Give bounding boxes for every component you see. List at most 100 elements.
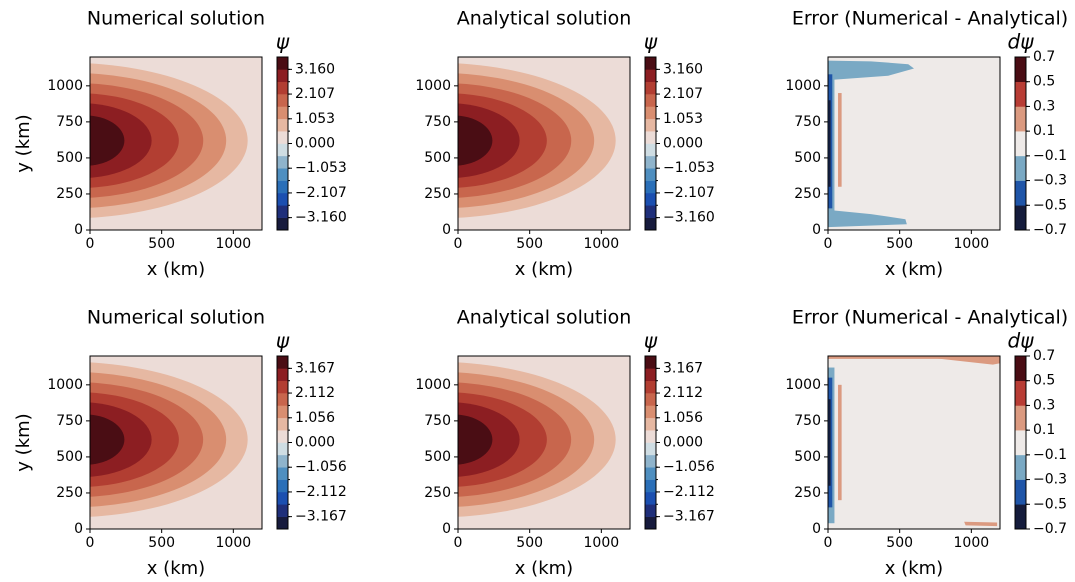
colorbar-label: ψ <box>276 329 290 353</box>
colorbar-segment <box>645 94 656 107</box>
x-tick-label: 0 <box>824 535 833 551</box>
colorbar-tick-label: 0.5 <box>1033 74 1055 90</box>
colorbar-segment <box>645 380 656 394</box>
x-axis-label: x (km) <box>147 558 205 579</box>
contour-band <box>458 115 493 166</box>
y-tick-label: 250 <box>794 485 821 501</box>
colorbar-segment <box>1015 430 1026 456</box>
colorbar-tick-label: −2.112 <box>663 484 715 500</box>
plot-frame <box>89 355 263 530</box>
y-tick-label: 1000 <box>47 377 83 393</box>
colorbar-tick-label: 3.167 <box>663 360 703 376</box>
colorbar-segment <box>277 205 288 218</box>
colorbar-tick-label: 2.107 <box>295 86 335 102</box>
x-tick-label: 0 <box>824 236 833 252</box>
colorbar-tick-label: −2.107 <box>295 185 347 201</box>
chart-title: Analytical solution <box>457 307 632 329</box>
contour-band <box>964 521 998 527</box>
panel: 0 500 1000 0 250 500 750 1000 Error (Numerical -… <box>785 307 1068 580</box>
colorbar-segment <box>1015 479 1026 505</box>
chart-title: Numerical solution <box>87 8 265 30</box>
colorbar-segment <box>277 192 288 206</box>
colorbar-segment <box>277 217 288 231</box>
y-tick-label: 750 <box>424 413 451 429</box>
colorbar-segment <box>1015 380 1026 406</box>
y-tick-label: 0 <box>812 222 821 238</box>
contour-field <box>458 57 630 230</box>
contour-band <box>828 57 1000 230</box>
colorbar-segment <box>645 467 656 480</box>
colorbar-tick-label: 3.160 <box>663 61 703 77</box>
colorbar-tick-label: −0.5 <box>1033 496 1067 512</box>
colorbar-segment <box>645 417 656 431</box>
colorbar-segment <box>277 155 288 169</box>
colorbar-segment <box>645 131 656 144</box>
plot-frame <box>827 355 1001 530</box>
colorbar-segment <box>645 356 656 369</box>
colorbar-segment <box>1015 454 1026 480</box>
colorbar-tick-label: 0.000 <box>663 435 703 451</box>
y-tick-label: 750 <box>56 114 83 130</box>
y-tick-label: 1000 <box>785 78 821 94</box>
x-tick-label: 0 <box>86 535 95 551</box>
panel: 0 500 1000 0 250 500 750 1000 Error (Numerical -… <box>785 8 1068 281</box>
x-axis-label: x (km) <box>515 259 573 280</box>
colorbar-segment <box>645 516 656 530</box>
contour-band <box>928 356 1000 365</box>
colorbar-tick-label: 0.000 <box>295 435 335 451</box>
colorbar-segment <box>645 155 656 169</box>
contour-band <box>458 414 493 465</box>
colorbar-tick-label: 1.053 <box>663 111 703 127</box>
colorbar-label: ψ <box>276 30 290 54</box>
y-tick-label: 1000 <box>415 377 451 393</box>
colorbar-tick-label: −0.7 <box>1033 521 1067 537</box>
contour-band <box>828 60 914 81</box>
colorbar-tick-label: 0.3 <box>1033 397 1055 413</box>
colorbar-segment <box>277 479 288 493</box>
colorbar-segment <box>1015 504 1026 530</box>
colorbar-segment <box>277 454 288 468</box>
x-tick-label: 0 <box>86 236 95 252</box>
colorbar-tick-label: −3.167 <box>295 509 347 525</box>
colorbar-tick-label: 1.053 <box>295 111 335 127</box>
y-tick-label: 500 <box>56 150 83 166</box>
x-tick-label: 500 <box>516 236 543 252</box>
y-tick-label: 0 <box>74 222 83 238</box>
contour-field <box>828 356 1000 529</box>
contour-band <box>828 209 907 228</box>
colorbar-label: dψ <box>1008 30 1035 54</box>
colorbar-segment <box>645 368 656 382</box>
colorbar-tick-label: 0.5 <box>1033 373 1055 389</box>
colorbar-segment <box>277 69 288 83</box>
colorbar-segment <box>277 405 288 419</box>
colorbar-frame <box>1014 355 1027 530</box>
colorbar-segment <box>277 168 288 181</box>
colorbar-tick-label: 2.112 <box>295 385 335 401</box>
colorbar-segment <box>277 118 288 132</box>
colorbar-segment <box>277 430 288 443</box>
chart-title: Error (Numerical - Analytical) <box>792 8 1068 30</box>
panel: 0 500 1000 0 250 500 750 1000 Analytical solutio… <box>415 8 714 281</box>
y-tick-label: 250 <box>424 186 451 202</box>
colorbar-segment <box>277 516 288 530</box>
y-tick-label: 750 <box>56 413 83 429</box>
colorbar-tick-label: 1.056 <box>663 410 703 426</box>
x-tick-label: 500 <box>886 236 913 252</box>
y-tick-label: 750 <box>794 114 821 130</box>
colorbar-segment <box>277 356 288 369</box>
colorbar-segment <box>277 57 288 70</box>
colorbar-segment <box>645 479 656 493</box>
x-tick-label: 1000 <box>584 236 620 252</box>
colorbar-segment <box>645 442 656 456</box>
panel: 0 500 1000 0 250 500 750 1000 Numerical solution… <box>13 307 347 580</box>
colorbar-segment <box>1015 57 1026 83</box>
plot-frame <box>457 355 631 530</box>
colorbar-tick-label: −1.053 <box>663 160 715 176</box>
x-axis-label: x (km) <box>885 259 943 280</box>
y-tick-label: 500 <box>424 449 451 465</box>
colorbar-tick-label: 3.160 <box>295 61 335 77</box>
colorbar-tick-label: −1.056 <box>295 459 347 475</box>
contour-band <box>828 100 831 187</box>
colorbar-segment <box>1015 205 1026 231</box>
y-tick-label: 750 <box>794 413 821 429</box>
